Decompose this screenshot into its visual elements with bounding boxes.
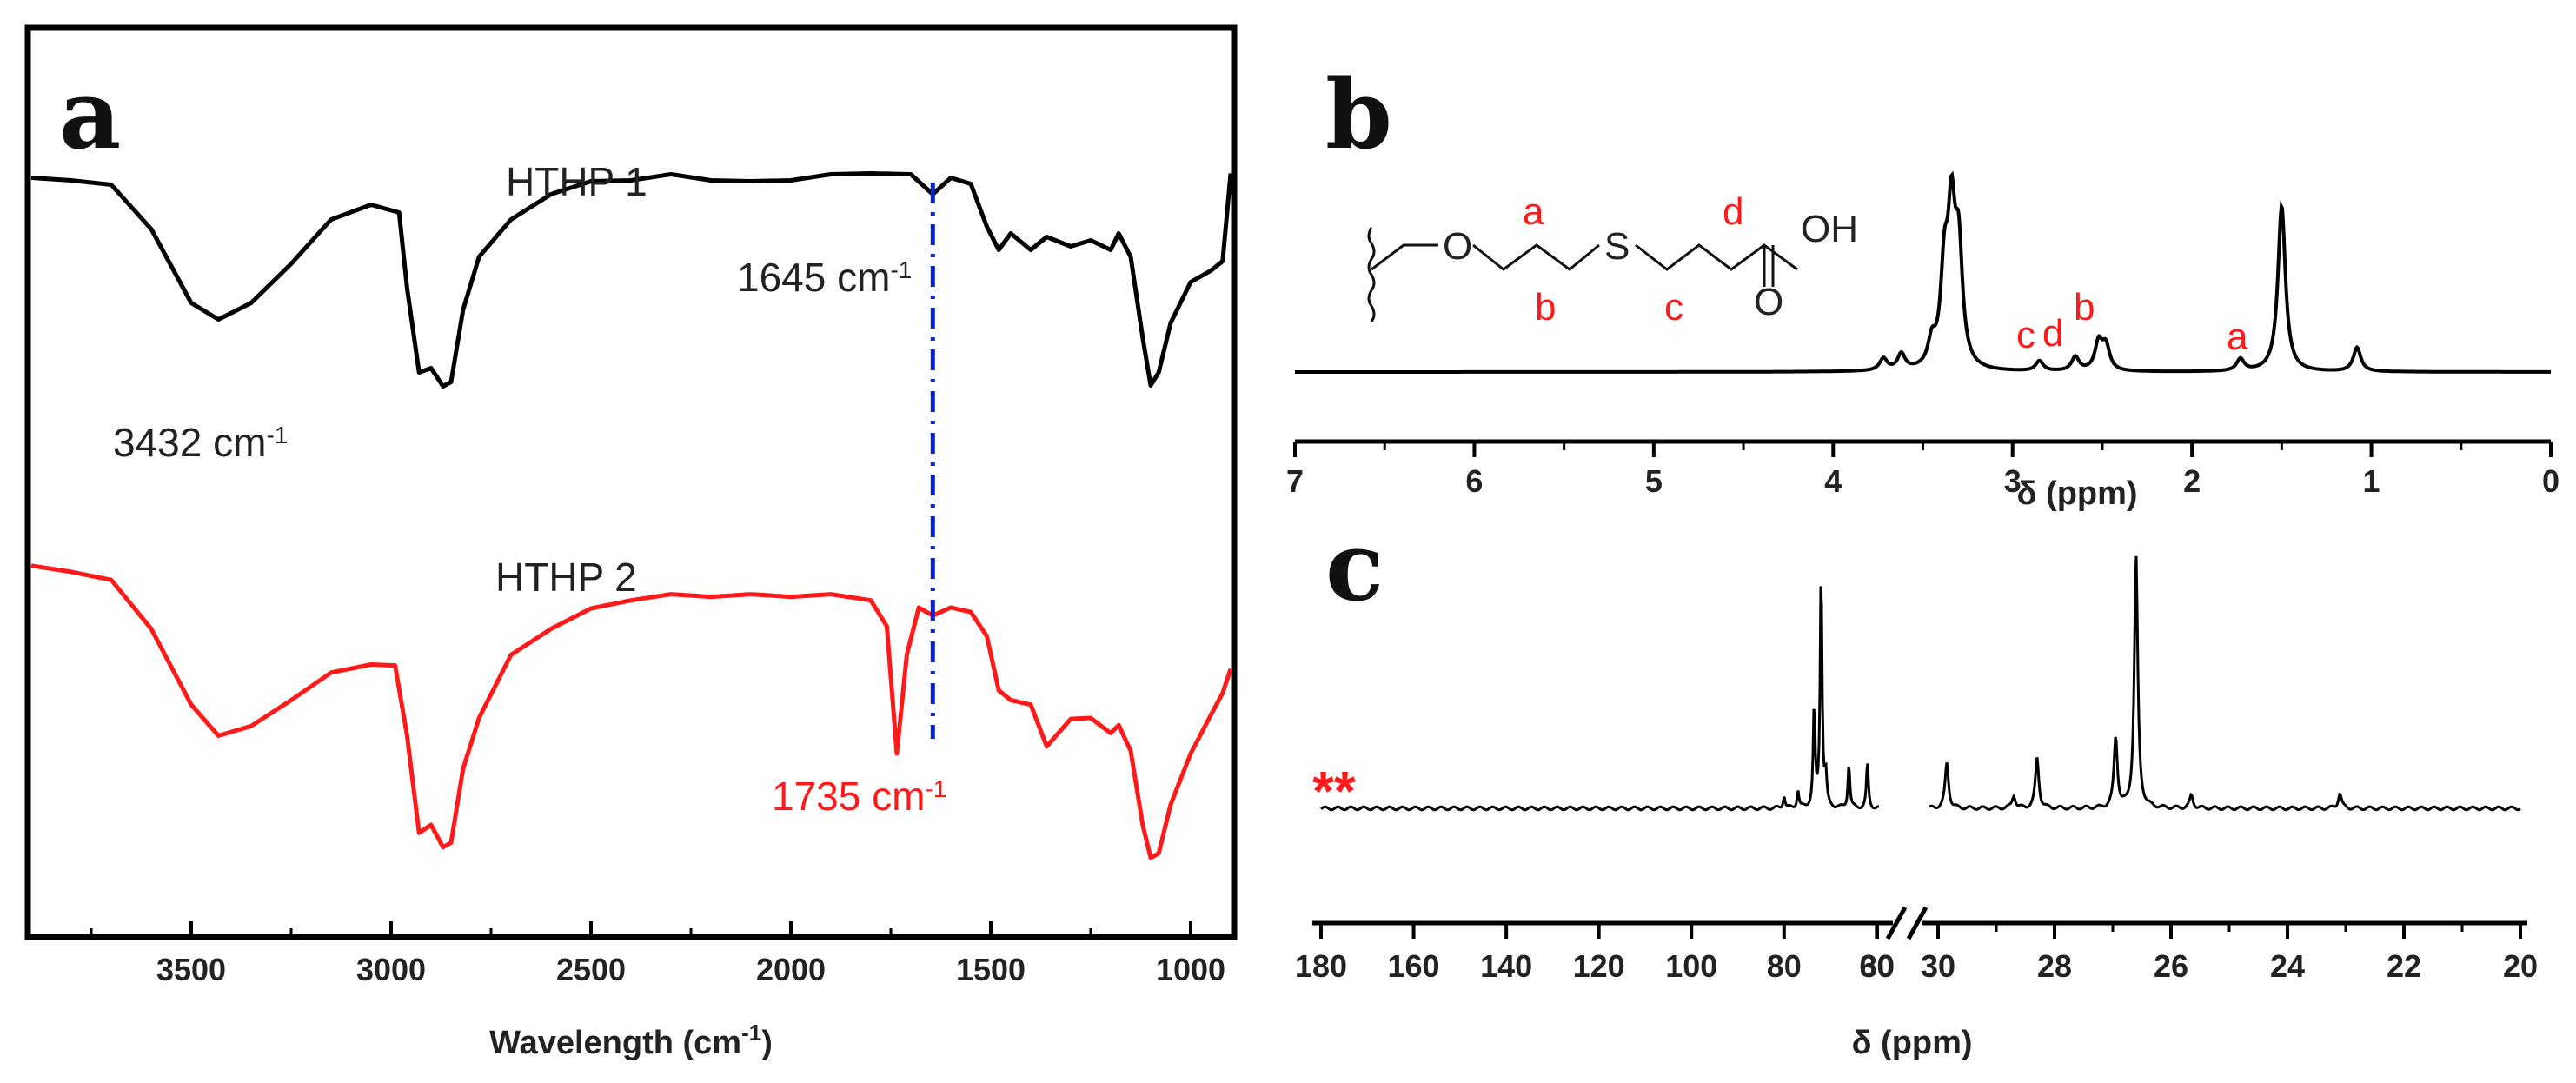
- peak-label-3432: 3432 cm-1: [113, 420, 288, 465]
- atom-S: S: [1604, 225, 1630, 268]
- panel-a: a 3500 3000 2500 2000 1500 1000 HTHP 1 HTHP 2…: [24, 24, 1238, 1061]
- x-tick-label-b-1: 6: [1465, 463, 1483, 499]
- atom-O-carbonyl: O: [1754, 281, 1783, 323]
- bond-1: [1371, 243, 1438, 271]
- panel-label-a: a: [59, 58, 121, 170]
- x-tick-label-c-left-1: 160: [1388, 948, 1440, 984]
- x-tick-label-b-2: 5: [1645, 463, 1663, 499]
- x-tick-label-b-6: 1: [2363, 463, 2380, 499]
- nmr-13c-spectrum-left: [1320, 586, 1880, 812]
- panel-label-b: b: [1325, 58, 1392, 170]
- series-label-hthp2: HTHP 2: [495, 555, 637, 600]
- polymer-break-wavy: [1367, 227, 1376, 322]
- x-tick-label-c-right-1: 28: [2037, 948, 2072, 984]
- x-tick-label-c-right-2: 26: [2154, 948, 2188, 984]
- atom-O: O: [1443, 225, 1472, 268]
- x-axis-label-c: δ (ppm): [1851, 1025, 1972, 1061]
- x-tick-label-a-3: 2000: [756, 952, 826, 987]
- x-tick-label-b-3: 4: [1824, 463, 1842, 499]
- panel-label-c: c: [1325, 510, 1384, 622]
- peak-label-c: c: [2016, 314, 2035, 356]
- x-tick-label-b-5: 2: [2183, 463, 2201, 499]
- x-tick-label-a-4: 1500: [956, 952, 1026, 987]
- x-tick-label-c-left-6: 60: [1859, 948, 1894, 984]
- atom-OH: OH: [1801, 208, 1858, 250]
- structure-label-a: a: [1523, 190, 1544, 233]
- series-label-hthp1: HTHP 1: [506, 159, 647, 204]
- bond-2: [1472, 243, 1600, 271]
- impurity-marker: **: [1312, 760, 1356, 822]
- x-tick-label-c-right-0: 30: [1921, 948, 1955, 984]
- peak-label-a: a: [2227, 316, 2248, 358]
- peak-label-1645: 1645 cm-1: [737, 255, 912, 300]
- x-tick-label-c-left-2: 140: [1480, 948, 1532, 984]
- x-tick-label-c-right-4: 22: [2387, 948, 2421, 984]
- x-tick-label-b-0: 7: [1286, 463, 1304, 499]
- panel-a-frame: [24, 24, 1238, 940]
- axis-break-mark: [1885, 906, 1929, 940]
- x-tick-label-a-5: 1000: [1156, 952, 1225, 987]
- x-tick-label-c-right-3: 24: [2270, 948, 2305, 984]
- x-tick-label-c-left-7: 30: [1860, 948, 1895, 984]
- x-tick-label-a-1: 3000: [356, 952, 426, 987]
- structure-label-c: c: [1664, 286, 1683, 329]
- x-tick-label-c-right-5: 20: [2503, 948, 2538, 984]
- x-tick-label-c-left-4: 100: [1665, 948, 1717, 984]
- structure-label-d: d: [1723, 190, 1743, 233]
- nmr-13c-spectrum-right: [1929, 555, 2521, 812]
- x-tick-label-c-left-5: 80: [1767, 948, 1802, 984]
- peak-label-b: b: [2074, 286, 2095, 329]
- x-tick-label-a-2: 2500: [556, 952, 626, 987]
- panel-b: b O S OH O a b c d 7 6 5 4 3 2 1 0 c d b a δ (p…: [1286, 58, 2559, 512]
- peak-label-d: d: [2042, 312, 2063, 355]
- structure-label-b: b: [1535, 286, 1556, 329]
- chemical-structure: [1367, 227, 1798, 322]
- x-tick-label-b-4: 3: [2004, 463, 2022, 499]
- x-axis-label-b: δ (ppm): [2016, 475, 2137, 512]
- series-line-2: [30, 563, 1233, 860]
- x-tick-label-b-7: 0: [2542, 463, 2559, 499]
- x-tick-label-c-left-0: 180: [1295, 948, 1347, 984]
- peak-label-1735: 1735 cm-1: [772, 774, 946, 819]
- series-line-1: [30, 171, 1233, 389]
- x-tick-label-c-left-3: 120: [1573, 948, 1625, 984]
- nmr-1h-spectrum: [1295, 170, 2551, 374]
- x-axis-label-a: Wavelength (cm-1): [489, 1020, 773, 1061]
- bond-3: [1635, 243, 1798, 271]
- x-tick-label-a-0: 3500: [156, 952, 226, 987]
